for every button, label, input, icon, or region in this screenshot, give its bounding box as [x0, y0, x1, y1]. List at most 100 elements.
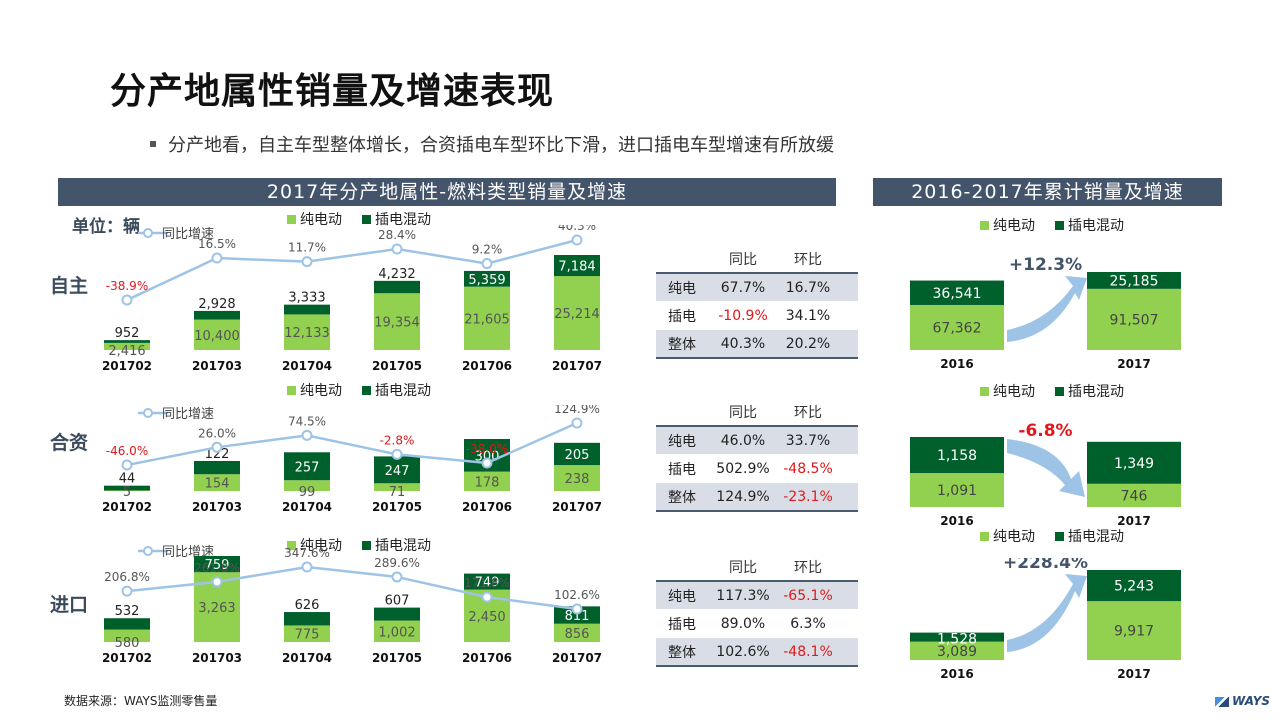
growth-label: 74.5%: [288, 414, 326, 428]
legend-phev-swatch: [1055, 386, 1064, 396]
x-tick-label: 201707: [552, 359, 602, 373]
metrics-table-import: 同比 环比 纯电 117.3% -65.1% 插电 89.0% 6.3% 整体 102.6%…: [656, 553, 858, 667]
cum-phev-label: 1,528: [937, 632, 977, 648]
growth-arrow-icon: [1007, 574, 1087, 652]
col-header-yoy: 同比: [708, 245, 778, 274]
growth-point: [211, 252, 223, 264]
bar-phev-label: 7,184: [558, 260, 595, 275]
row-label: 插电: [656, 454, 708, 483]
bar-phev: [194, 556, 240, 573]
bar-phev: [374, 280, 420, 294]
col-header-yoy: 同比: [708, 553, 778, 582]
cum-bev-label: 91,507: [1110, 312, 1159, 328]
growth-label: 26.0%: [198, 426, 236, 440]
bar-bev: [194, 474, 240, 491]
col-header-yoy: 同比: [708, 398, 778, 427]
legend-middle: 纯电动 插电混动: [287, 380, 431, 400]
growth-label: 206.8%: [104, 570, 150, 584]
cum-x-tick-label: 2017: [1117, 514, 1150, 528]
bar-phev-label: 532: [115, 604, 140, 619]
growth-label: 289.6%: [374, 556, 420, 570]
legend-bev-swatch: [980, 386, 989, 396]
x-tick-label: 201705: [372, 651, 422, 665]
growth-label: -46.0%: [106, 444, 148, 458]
growth-label: 11.7%: [288, 241, 326, 255]
x-tick-label: 201706: [462, 651, 512, 665]
chart-jv-cumulative: 1,091 1,158 2016 746 1,349 2017 -6.8%: [910, 421, 1181, 528]
bar-bev: [374, 293, 420, 350]
bar-bev-label: 25,214: [554, 307, 600, 322]
legend-phev-swatch: [362, 385, 371, 395]
bar-phev-label: 44: [119, 472, 136, 487]
growth-label: -2.8%: [380, 433, 415, 447]
legend-bottom: 纯电动 插电混动: [287, 535, 431, 555]
growth-point: [571, 417, 583, 429]
legend-bev-label: 纯电动: [993, 218, 1035, 234]
bar-phev: [554, 442, 600, 466]
growth-label: 261.0%: [194, 561, 240, 575]
yoy-value: 40.3%: [708, 329, 778, 359]
mom-value: -23.1%: [778, 482, 838, 512]
cum-growth-label: -6.8%: [1018, 421, 1072, 441]
bar-bev: [554, 623, 600, 642]
row-label: 整体: [656, 329, 708, 359]
cum-growth-label: +12.3%: [1009, 255, 1082, 275]
legend-bev-swatch: [287, 214, 296, 224]
bar-phev-label: 2,928: [198, 297, 235, 312]
bar-phev-label: 759: [205, 558, 230, 573]
growth-label: -38.9%: [106, 279, 148, 293]
bar-phev-label: 205: [565, 448, 590, 463]
mom-value: -48.1%: [778, 637, 838, 667]
cum-x-tick-label: 2016: [940, 514, 973, 528]
cum-phev-label: 25,185: [1110, 273, 1159, 289]
cum-bar-bev: [1087, 601, 1181, 660]
bar-bev-label: 2,450: [468, 610, 505, 625]
bar-phev-label: 749: [475, 576, 500, 591]
legend-phev-swatch: [362, 540, 371, 550]
growth-point: [571, 234, 583, 246]
col-header-mom: 环比: [778, 245, 838, 274]
bar-bev: [104, 490, 150, 491]
legend-phev-swatch: [362, 214, 371, 224]
growth-arrow-icon: [1007, 439, 1085, 497]
growth-label: 28.4%: [378, 228, 416, 242]
growth-point: [211, 576, 223, 588]
col-header-mom: 环比: [778, 398, 838, 427]
x-tick-label: 201702: [102, 651, 152, 665]
bar-phev-label: 122: [205, 447, 230, 462]
bar-phev-label: 247: [385, 464, 410, 479]
cum-x-tick-label: 2016: [940, 667, 973, 681]
bar-phev: [104, 340, 150, 343]
legend-growth-marker: [143, 546, 153, 556]
bar-bev: [464, 471, 510, 491]
growth-arrow-icon: [1007, 276, 1087, 342]
group-label-domestic: 自主: [50, 275, 89, 297]
legend-bev-swatch: [980, 531, 989, 541]
chart-import-monthly: 同比增速5805322017023,2637592017037756262017…: [102, 545, 602, 665]
legend-phev-label: 插电混动: [375, 212, 431, 228]
growth-point: [121, 459, 133, 471]
bar-phev: [104, 485, 150, 491]
x-tick-label: 201702: [102, 500, 152, 514]
summary-text: 分产地看，自主车型整体增长，合资插电车型环比下滑，进口插电车型增速有所放缓: [168, 135, 834, 156]
legend-right-top: 纯电动 插电混动: [980, 215, 1124, 235]
bar-phev-label: 257: [295, 460, 320, 475]
metrics-table-jv: 同比 环比 纯电 46.0% 33.7% 插电 502.9% -48.5% 整体 124.9…: [656, 398, 858, 512]
growth-point: [391, 448, 403, 460]
growth-point: [481, 457, 493, 469]
col-header-mom: 环比: [778, 553, 838, 582]
legend-bev-swatch: [287, 540, 296, 550]
bar-bev-label: 580: [115, 636, 140, 651]
cum-bev-label: 1,091: [937, 483, 977, 499]
growth-line: [126, 565, 578, 611]
cum-phev-label: 36,541: [933, 286, 982, 302]
cum-bar-phev: [910, 280, 1004, 305]
legend-growth-label: 同比增速: [162, 407, 214, 422]
x-tick-label: 201704: [282, 500, 332, 514]
x-tick-label: 201706: [462, 500, 512, 514]
group-label-import: 进口: [50, 594, 89, 616]
bar-phev: [464, 573, 510, 590]
x-tick-label: 201707: [552, 651, 602, 665]
legend-phev-label: 插电混动: [1068, 529, 1124, 545]
bar-phev-label: 3,333: [288, 291, 325, 306]
